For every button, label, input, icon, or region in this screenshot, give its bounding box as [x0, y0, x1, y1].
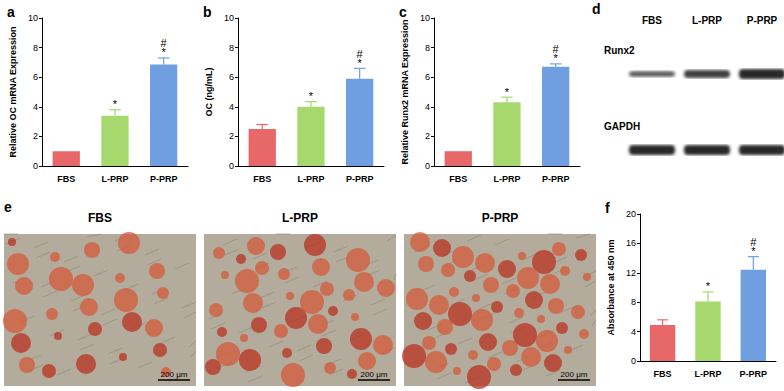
svg-text:10: 10	[28, 13, 38, 23]
svg-text:P-PRP: P-PRP	[542, 174, 570, 184]
svg-text:2: 2	[33, 131, 38, 141]
svg-text:Absorbance at 450 nm: Absorbance at 450 nm	[606, 239, 616, 335]
svg-text:10: 10	[224, 13, 234, 23]
svg-text:4: 4	[631, 327, 636, 337]
svg-text:8: 8	[425, 43, 430, 53]
svg-text:L-PRP: L-PRP	[297, 174, 324, 184]
svg-text:*: *	[162, 46, 167, 58]
svg-text:8: 8	[229, 43, 234, 53]
svg-text:8: 8	[631, 297, 636, 307]
svg-text:4: 4	[229, 102, 234, 112]
svg-text:*: *	[751, 245, 756, 257]
svg-text:*: *	[113, 98, 118, 110]
svg-text:*: *	[706, 280, 711, 292]
svg-text:Relative Runx2 mRNA Expression: Relative Runx2 mRNA Expression	[400, 19, 410, 164]
svg-text:FBS: FBS	[57, 174, 75, 184]
svg-text:P-PRP: P-PRP	[747, 15, 778, 26]
svg-text:e: e	[4, 199, 12, 215]
svg-text:6: 6	[425, 72, 430, 82]
svg-text:*: *	[554, 52, 559, 64]
svg-text:c: c	[399, 4, 407, 20]
svg-text:OC (ng/mL): OC (ng/mL)	[204, 68, 214, 117]
svg-text:0: 0	[229, 161, 234, 171]
svg-text:FBS: FBS	[642, 15, 662, 26]
svg-text:L-PRP: L-PRP	[692, 15, 722, 26]
svg-text:10: 10	[420, 13, 430, 23]
svg-text:L-PRP: L-PRP	[694, 369, 721, 379]
svg-text:*: *	[505, 86, 510, 98]
svg-text:L-PRP: L-PRP	[493, 174, 520, 184]
svg-text:4: 4	[425, 102, 430, 112]
svg-text:P-PRP: P-PRP	[482, 211, 519, 225]
svg-text:200 μm: 200 μm	[561, 370, 588, 379]
svg-text:P-PRP: P-PRP	[150, 174, 178, 184]
svg-text:200 μm: 200 μm	[161, 370, 188, 379]
svg-text:6: 6	[33, 72, 38, 82]
svg-text:L-PRP: L-PRP	[282, 211, 318, 225]
svg-text:4: 4	[33, 102, 38, 112]
svg-text:200 μm: 200 μm	[361, 370, 388, 379]
svg-text:FBS: FBS	[654, 369, 672, 379]
svg-text:16: 16	[626, 238, 636, 248]
svg-text:d: d	[592, 1, 601, 17]
svg-text:Relative OC mRNA Expression: Relative OC mRNA Expression	[8, 26, 18, 157]
svg-text:L-PRP: L-PRP	[101, 174, 128, 184]
svg-text:8: 8	[33, 43, 38, 53]
svg-text:*: *	[358, 57, 363, 69]
svg-text:0: 0	[425, 161, 430, 171]
svg-text:12: 12	[626, 268, 636, 278]
svg-text:2: 2	[229, 131, 234, 141]
svg-text:P-PRP: P-PRP	[740, 369, 768, 379]
svg-text:FBS: FBS	[88, 211, 112, 225]
svg-text:FBS: FBS	[449, 174, 467, 184]
svg-text:f: f	[605, 200, 610, 216]
svg-text:FBS: FBS	[253, 174, 271, 184]
svg-text:2: 2	[425, 131, 430, 141]
svg-text:20: 20	[626, 209, 636, 219]
svg-text:b: b	[203, 4, 212, 20]
svg-text:a: a	[7, 4, 15, 20]
svg-text:*: *	[309, 90, 314, 102]
svg-text:6: 6	[229, 72, 234, 82]
svg-text:Runx2: Runx2	[604, 45, 635, 56]
svg-text:GAPDH: GAPDH	[604, 121, 640, 132]
svg-text:0: 0	[631, 356, 636, 366]
svg-text:P-PRP: P-PRP	[346, 174, 374, 184]
svg-text:0: 0	[33, 161, 38, 171]
